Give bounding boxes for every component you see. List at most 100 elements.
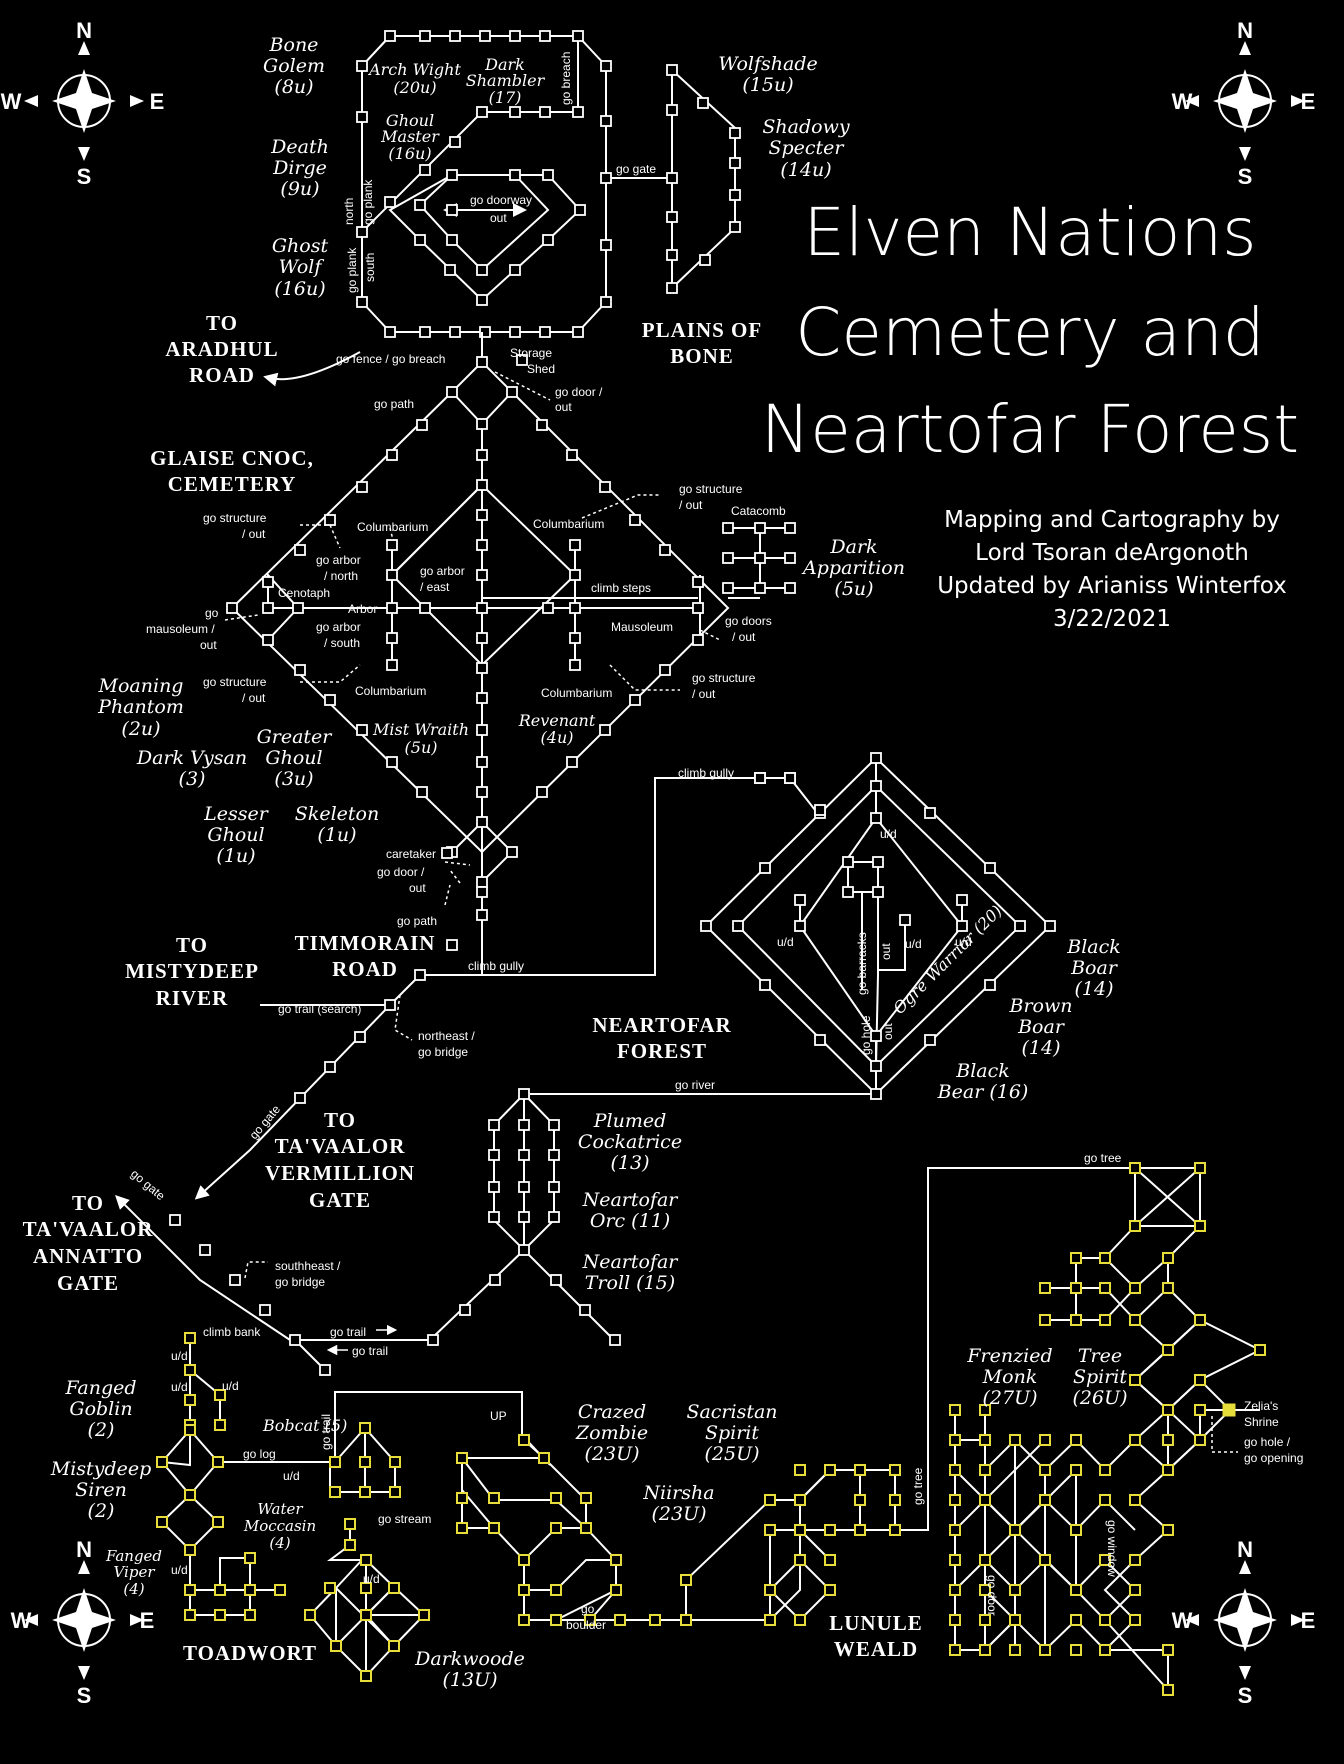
compass-rose-icon: N S W E <box>1172 18 1316 189</box>
label-out-hole: out <box>881 1023 895 1040</box>
compass-s: S <box>1238 1683 1253 1708</box>
mob-labels-ogre: Black Boar (14) Brown Boar (14) Black Be… <box>937 936 1121 1103</box>
area-lunule-1: LUNULE <box>829 1611 923 1635</box>
label-go-structure-ne: go structure <box>679 482 743 496</box>
mob-plumed-cockatrice-3: (13) <box>610 1152 649 1174</box>
cemetery-rooms <box>226 354 796 1104</box>
area-glaise-2: CEMETERY <box>168 472 297 496</box>
label-ud-toad-5: u/d <box>171 1563 188 1577</box>
mob-tree-spirit: Tree <box>1078 1345 1122 1367</box>
mob-ghoul-master: Ghoul <box>386 111 434 130</box>
label-out-barracks: out <box>879 943 893 960</box>
plains-of-bone-rooms <box>356 30 741 338</box>
label-go-arbor-east-2: / east <box>420 580 450 594</box>
mob-crazed-zombie: Crazed <box>578 1401 646 1423</box>
area-plains-of-bone: PLAINS OF BONE <box>642 318 761 368</box>
label-ud-ogre-4: u/d <box>905 937 922 951</box>
forest-labels: southheast / go bridge go gate go trail … <box>128 1167 398 1358</box>
label-ud-ogre-2: u/d <box>777 935 794 949</box>
mob-mistydeep-siren-2: Siren <box>75 1479 127 1501</box>
mob-sacristan-spirit: Sacristan <box>686 1401 777 1423</box>
label-southheast-bridge-2: go bridge <box>275 1275 325 1289</box>
mob-fanged-viper-3: (4) <box>123 1580 144 1598</box>
mob-neartofar-orc: Neartofar <box>582 1189 680 1211</box>
credit-line-1: Mapping and Cartography by <box>944 507 1280 533</box>
label-go-hole-opening: go hole / <box>1244 1435 1291 1449</box>
label-caretaker-door: go door / <box>377 865 425 879</box>
compass-w: W <box>1172 89 1193 114</box>
label-storage-shed-2: Shed <box>527 362 555 376</box>
label-caretaker-door-2: out <box>409 881 426 895</box>
label-ud-toad-1: u/d <box>171 1349 188 1363</box>
label-go-arbor-south: go arbor <box>316 620 361 634</box>
label-climb-gully: climb gully <box>468 959 524 973</box>
mob-frenzied-monk: Frenzied <box>966 1345 1052 1367</box>
mob-shadowy-specter: Shadowy <box>762 116 849 138</box>
label-go-path: go path <box>374 397 414 411</box>
mob-fanged-goblin-2: Goblin <box>69 1398 132 1420</box>
mob-bobcat: Bobcat (5) <box>262 1416 347 1435</box>
lunule-labels: Zelia's Shrine go hole / go opening go w… <box>985 1399 1303 1616</box>
mob-lesser-ghoul-3: (1u) <box>216 845 255 867</box>
label-up: UP <box>490 1409 507 1423</box>
area-vermillion-4: GATE <box>309 1188 371 1212</box>
mob-darkwoode-2: (13U) <box>442 1669 497 1691</box>
compass-s: S <box>1238 164 1253 189</box>
label-out: out <box>490 211 507 225</box>
area-labels-cemetery: TO ARADHUL ROAD GLAISE CNOC, CEMETERY TI… <box>23 311 731 1295</box>
label-go-structure-nw: go structure <box>203 511 267 525</box>
mob-lesser-ghoul-2: Ghoul <box>207 824 264 846</box>
mob-ghost-wolf: Ghost <box>272 235 329 257</box>
label-north: north <box>342 198 356 225</box>
label-go-arbor-south-2: / south <box>324 636 360 650</box>
mob-fanged-viper: Fanged <box>105 1547 162 1565</box>
toadwort-rooms <box>156 1332 430 1682</box>
mob-death-dirge-2: Dirge <box>272 157 327 179</box>
label-go-gate-annatto: go gate <box>128 1167 168 1204</box>
compass-e: E <box>1301 89 1316 114</box>
area-aradhul-3: ROAD <box>189 363 255 387</box>
area-mistydeep-3: RIVER <box>156 986 229 1010</box>
mob-arch-wight-2: (20u) <box>393 78 436 97</box>
mob-water-moccasin-3: (4) <box>269 1534 290 1552</box>
area-annatto-1: TO <box>72 1191 104 1215</box>
label-go-barracks: go barracks <box>855 932 869 995</box>
mob-frenzied-monk-2: Monk <box>982 1366 1038 1388</box>
area-lunule-2: WEALD <box>834 1637 918 1661</box>
compass-w: W <box>11 1608 32 1633</box>
label-go-trail-search: go trail (search) <box>278 1002 361 1016</box>
label-go-trail-east: go trail <box>330 1325 366 1339</box>
mob-sacristan-spirit-3: (25U) <box>704 1443 759 1465</box>
label-catacomb: Catacomb <box>731 504 786 518</box>
mob-fanged-goblin-3: (2) <box>88 1419 115 1441</box>
mob-bone-golem: Bone <box>269 34 319 56</box>
credit-line-3: Updated by Arianiss Winterfox <box>937 573 1287 599</box>
mob-ghost-wolf-2: Wolf <box>279 256 325 278</box>
toadwort-paths <box>159 1338 551 1678</box>
area-timmorain-1: TIMMORAIN <box>295 931 436 955</box>
credit-line-2: Lord Tsoran deArgonoth <box>975 540 1249 566</box>
mob-brown-boar-3: (14) <box>1021 1037 1060 1059</box>
compass-n: N <box>76 1537 92 1562</box>
mob-dark-apparition-3: (5u) <box>834 578 873 600</box>
area-vermillion-1: TO <box>324 1108 356 1132</box>
area-mistydeep-1: TO <box>176 933 208 957</box>
compass-w: W <box>1 89 22 114</box>
label-columbarium-se: Columbarium <box>541 686 612 700</box>
compass-n: N <box>1237 1537 1253 1562</box>
mob-dark-vysan: Dark Vysan <box>136 747 247 769</box>
mob-black-boar: Black <box>1066 936 1121 958</box>
compass-rose-icon: N S W E <box>1172 1537 1316 1708</box>
label-go-doorway: go doorway <box>470 193 532 207</box>
label-climb-bank: climb bank <box>203 1325 261 1339</box>
label-go-window: go window <box>1105 1520 1119 1577</box>
title-line-2: Cemetery and <box>795 294 1264 371</box>
label-ud-toad-3: u/d <box>222 1379 239 1393</box>
label-go-structure-ne-2: / out <box>679 498 703 512</box>
label-cenotaph: Cenotaph <box>278 586 330 600</box>
area-vermillion-2: TA'VAALOR <box>275 1134 406 1158</box>
mob-tree-spirit-2: Spirit <box>1073 1366 1127 1388</box>
label-go-log: go log <box>243 1447 276 1461</box>
mob-dark-apparition-2: Apparition <box>801 557 905 579</box>
